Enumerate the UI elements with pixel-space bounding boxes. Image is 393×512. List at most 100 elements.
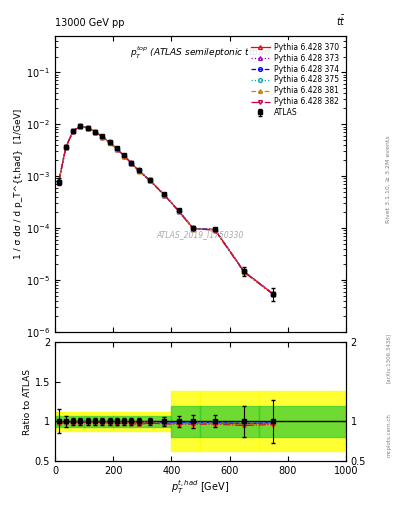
- Pythia 6.428 373: [129, 160, 134, 166]
- Pythia 6.428 370: [162, 191, 167, 198]
- Pythia 6.428 373: [147, 177, 152, 183]
- Pythia 6.428 373: [71, 127, 75, 134]
- Pythia 6.428 374: [147, 177, 152, 183]
- Pythia 6.428 374: [129, 160, 134, 166]
- Pythia 6.428 374: [71, 128, 75, 134]
- Pythia 6.428 375: [162, 191, 167, 198]
- Pythia 6.428 382: [176, 208, 181, 214]
- Pythia 6.428 374: [213, 226, 217, 232]
- Pythia 6.428 381: [122, 153, 127, 159]
- Pythia 6.428 381: [129, 160, 134, 166]
- Pythia 6.428 370: [107, 139, 112, 145]
- Pythia 6.428 370: [78, 123, 83, 130]
- Pythia 6.428 381: [64, 144, 68, 150]
- Pythia 6.428 374: [85, 125, 90, 131]
- Line: Pythia 6.428 374: Pythia 6.428 374: [57, 124, 275, 296]
- Pythia 6.428 375: [64, 144, 68, 150]
- Text: mcplots.cern.ch: mcplots.cern.ch: [386, 413, 391, 457]
- Y-axis label: Ratio to ATLAS: Ratio to ATLAS: [23, 369, 32, 435]
- Text: 13000 GeV pp: 13000 GeV pp: [55, 18, 125, 28]
- Pythia 6.428 374: [93, 129, 97, 135]
- Pythia 6.428 382: [162, 192, 167, 198]
- Pythia 6.428 370: [242, 269, 246, 275]
- Bar: [259, 406, 346, 437]
- Pythia 6.428 370: [136, 167, 141, 174]
- Pythia 6.428 375: [271, 291, 275, 297]
- Pythia 6.428 382: [122, 153, 127, 159]
- Pythia 6.428 375: [242, 268, 246, 274]
- X-axis label: $p_T^{t,had}$ [GeV]: $p_T^{t,had}$ [GeV]: [171, 478, 230, 496]
- Pythia 6.428 374: [100, 134, 105, 140]
- Pythia 6.428 382: [85, 125, 90, 131]
- Pythia 6.428 370: [93, 129, 97, 135]
- Pythia 6.428 381: [78, 123, 83, 130]
- Pythia 6.428 381: [114, 146, 119, 152]
- Pythia 6.428 373: [176, 207, 181, 214]
- Pythia 6.428 382: [129, 160, 134, 166]
- Bar: [171, 406, 200, 437]
- Pythia 6.428 375: [176, 207, 181, 214]
- Pythia 6.428 382: [78, 123, 83, 130]
- Pythia 6.428 381: [213, 227, 217, 233]
- Pythia 6.428 373: [78, 123, 83, 129]
- Pythia 6.428 381: [162, 191, 167, 198]
- Pythia 6.428 370: [271, 291, 275, 297]
- Pythia 6.428 374: [56, 179, 61, 185]
- Pythia 6.428 370: [56, 179, 61, 185]
- Bar: [84, 412, 113, 431]
- Pythia 6.428 374: [176, 207, 181, 214]
- Pythia 6.428 373: [93, 129, 97, 135]
- Pythia 6.428 375: [114, 146, 119, 152]
- Pythia 6.428 382: [64, 144, 68, 150]
- Pythia 6.428 373: [213, 226, 217, 232]
- Pythia 6.428 375: [107, 139, 112, 145]
- Pythia 6.428 373: [56, 179, 61, 185]
- Pythia 6.428 375: [191, 225, 196, 231]
- Text: $p_T^{top}$ (ATLAS semileptonic ttbar): $p_T^{top}$ (ATLAS semileptonic ttbar): [130, 45, 271, 61]
- Pythia 6.428 374: [122, 153, 127, 159]
- Pythia 6.428 374: [114, 145, 119, 152]
- Pythia 6.428 374: [64, 144, 68, 150]
- Pythia 6.428 381: [56, 179, 61, 185]
- Pythia 6.428 381: [147, 177, 152, 183]
- Line: Pythia 6.428 370: Pythia 6.428 370: [57, 124, 275, 296]
- Pythia 6.428 375: [56, 179, 61, 185]
- Y-axis label: 1 / σ dσ / d p_T^{t,had}  [1/GeV]: 1 / σ dσ / d p_T^{t,had} [1/GeV]: [14, 109, 23, 259]
- Pythia 6.428 375: [122, 153, 127, 159]
- Pythia 6.428 375: [71, 128, 75, 134]
- Pythia 6.428 375: [129, 160, 134, 166]
- Pythia 6.428 373: [162, 191, 167, 198]
- Pythia 6.428 370: [191, 225, 196, 231]
- Text: Rivet 3.1.10, ≥ 3.2M events: Rivet 3.1.10, ≥ 3.2M events: [386, 135, 391, 223]
- Pythia 6.428 375: [136, 167, 141, 174]
- Pythia 6.428 370: [176, 208, 181, 214]
- Pythia 6.428 370: [122, 153, 127, 159]
- Pythia 6.428 381: [176, 208, 181, 214]
- Pythia 6.428 375: [147, 177, 152, 183]
- Bar: [55, 412, 84, 431]
- Pythia 6.428 373: [100, 134, 105, 140]
- Text: ATLAS_2019_I1750330: ATLAS_2019_I1750330: [157, 230, 244, 239]
- Pythia 6.428 381: [191, 226, 196, 232]
- Pythia 6.428 374: [242, 268, 246, 274]
- Pythia 6.428 382: [136, 168, 141, 174]
- Pythia 6.428 374: [78, 123, 83, 129]
- Pythia 6.428 373: [107, 139, 112, 145]
- Pythia 6.428 375: [213, 227, 217, 233]
- Pythia 6.428 370: [213, 227, 217, 233]
- Pythia 6.428 374: [271, 291, 275, 297]
- Line: Pythia 6.428 381: Pythia 6.428 381: [57, 124, 275, 296]
- Bar: [55, 416, 84, 427]
- Bar: [259, 391, 346, 451]
- Pythia 6.428 382: [147, 177, 152, 183]
- Pythia 6.428 373: [136, 167, 141, 174]
- Pythia 6.428 382: [93, 129, 97, 135]
- Pythia 6.428 382: [100, 134, 105, 140]
- Pythia 6.428 374: [191, 225, 196, 231]
- Pythia 6.428 373: [85, 125, 90, 131]
- Pythia 6.428 381: [271, 291, 275, 297]
- Pythia 6.428 370: [71, 128, 75, 134]
- Pythia 6.428 375: [85, 125, 90, 131]
- Line: Pythia 6.428 373: Pythia 6.428 373: [57, 124, 275, 296]
- Pythia 6.428 373: [271, 291, 275, 297]
